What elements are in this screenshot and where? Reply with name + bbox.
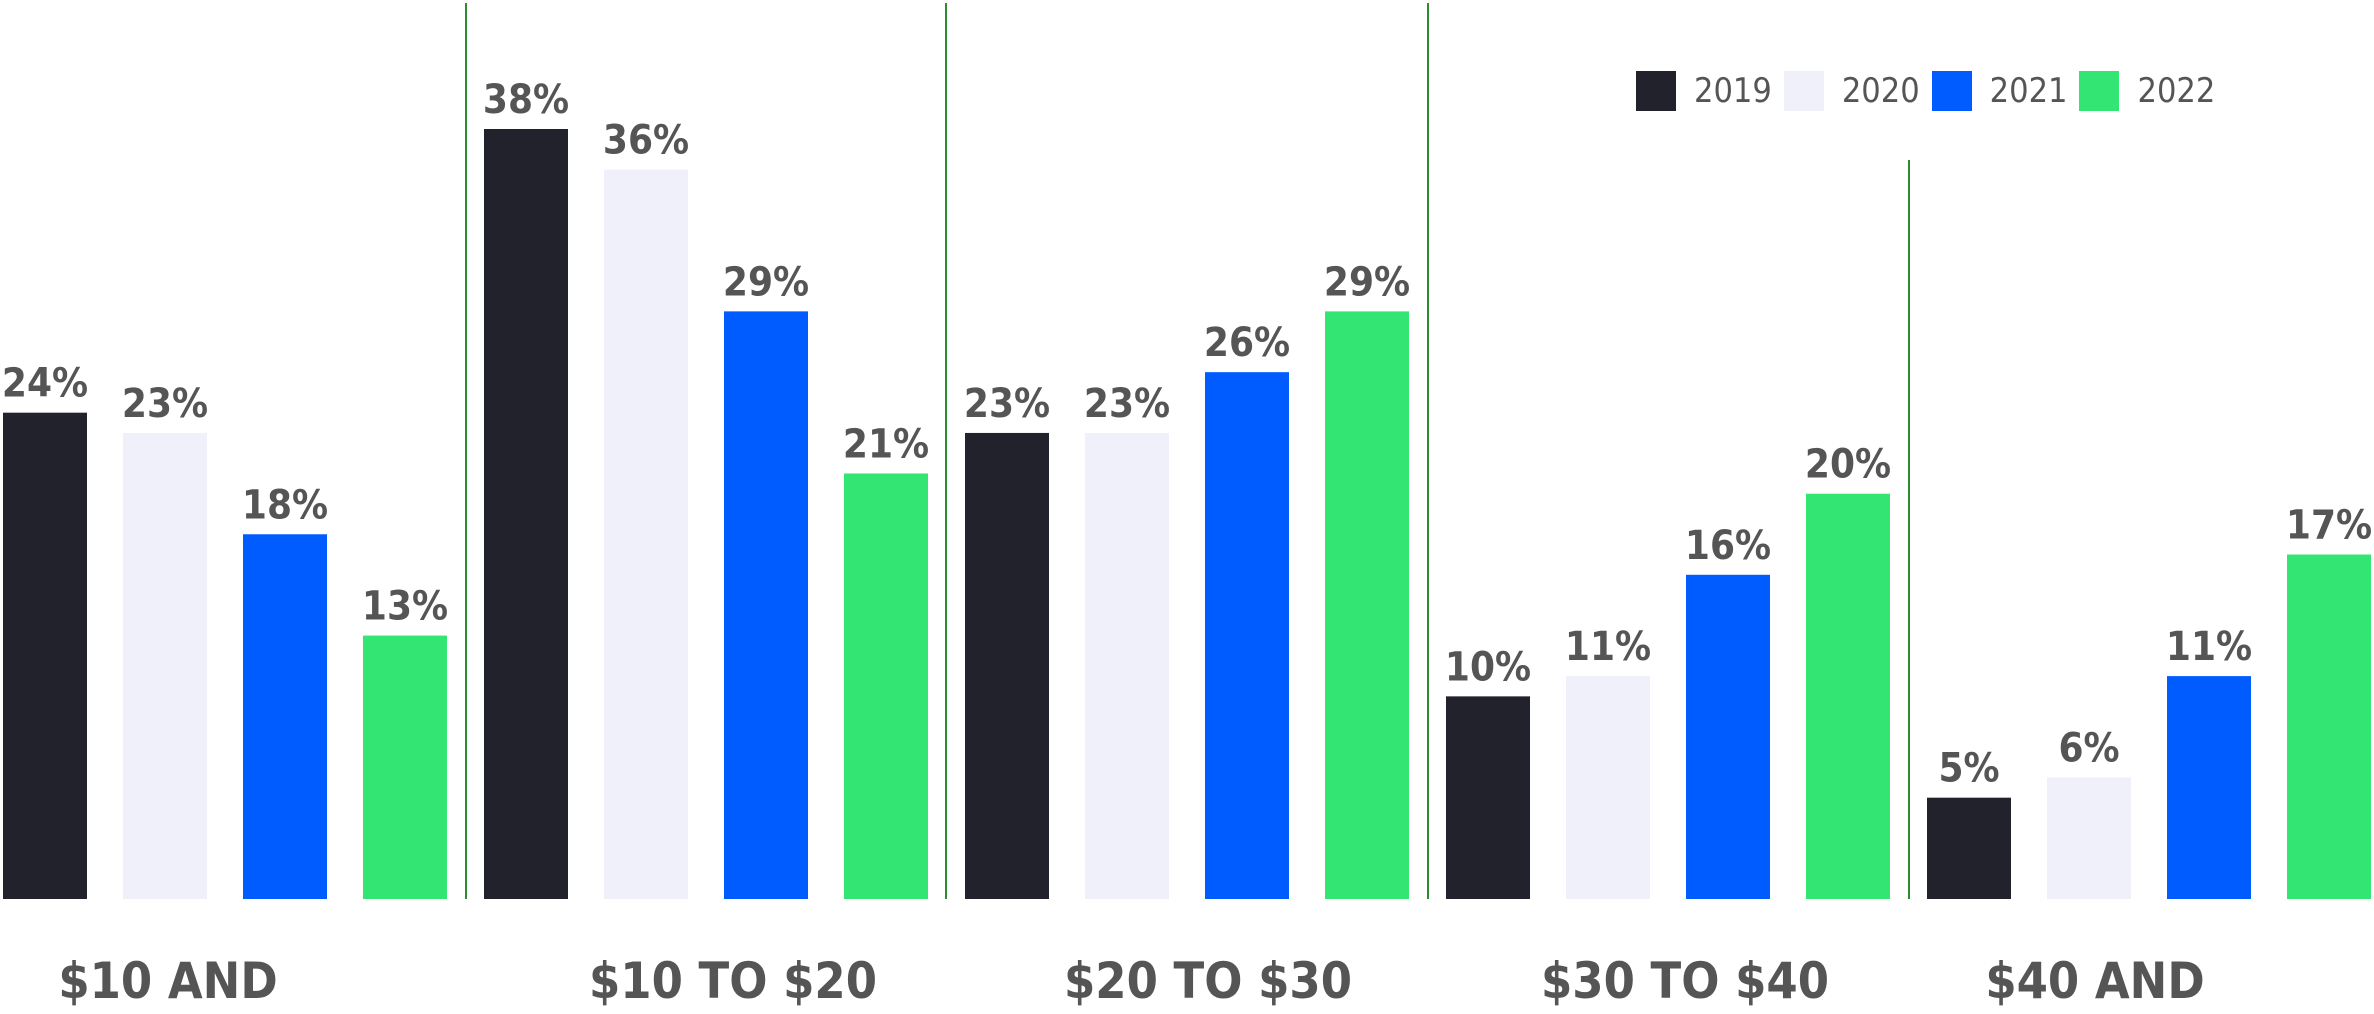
legend-item: 2021 [1931,71,2068,111]
legend-swatch [1931,71,1972,111]
legend: 2019 2020 2021 2022 [1636,70,2227,112]
bar-value-label: 23% [122,381,208,427]
bar-value-label: 13% [362,584,448,630]
bar-2020 [1085,432,1169,899]
bar-2021 [1686,574,1770,899]
bar-value-label: 20% [1805,442,1891,488]
legend-label: 2022 [2137,71,2216,111]
bar-2022 [1806,493,1890,899]
legend-swatch [2079,71,2120,111]
bar-2020 [1566,676,1650,899]
bar-value-label: 29% [1324,259,1410,305]
bar-value-label: 38% [483,77,569,123]
bar-2021 [724,311,808,899]
bar-value-label: 36% [603,118,689,164]
bar-2019 [3,412,87,899]
bar-value-label: 16% [1685,523,1771,569]
legend-label: 2021 [1989,71,2068,111]
bar-2019 [1927,797,2011,899]
bar-value-label: 24% [2,361,88,407]
bar-2019 [1446,696,1530,899]
bar-2020 [604,169,688,900]
bar-value-label: 21% [843,421,929,467]
bar-value-label: 10% [1445,644,1531,690]
bar-2022 [2287,554,2371,899]
bar-value-label: 11% [1565,624,1651,670]
bar-2019 [965,432,1049,899]
bar-value-label: 18% [242,482,328,528]
legend-item: 2020 [1783,71,1920,111]
bar-2019 [484,129,568,899]
bar-2021 [1205,372,1289,899]
bar-value-label: 23% [1084,381,1170,427]
legend-swatch [1783,71,1824,111]
legend-item: 2022 [2079,71,2215,111]
bar-2020 [123,432,207,899]
bar-value-label: 26% [1204,320,1290,366]
bar-value-label: 11% [2166,624,2252,670]
bar-2021 [243,534,327,899]
legend-swatch [1636,71,1676,111]
category-label: $20 TO $30 [1064,952,1352,1009]
bar-2021 [2167,676,2251,899]
category-label: $10 TO $20 [589,952,877,1009]
bar-2022 [844,473,928,899]
bar-2022 [363,635,447,899]
bar-value-label: 23% [964,381,1050,427]
bar-value-label: 29% [723,259,809,305]
legend-item: 2019 [1636,71,1772,111]
legend-label: 2019 [1694,71,1772,111]
bar-2020 [2047,777,2131,899]
bar-value-label: 17% [2286,503,2372,549]
legend-label: 2020 [1841,71,1920,111]
category-label: $40 AND [1985,952,2204,1009]
bar-value-label: 6% [2058,725,2119,771]
bar-value-label: 5% [1938,746,1999,792]
category-label: $30 TO $40 [1541,952,1829,1009]
bar-2022 [1325,311,1409,899]
category-label: $10 AND [58,952,277,1009]
